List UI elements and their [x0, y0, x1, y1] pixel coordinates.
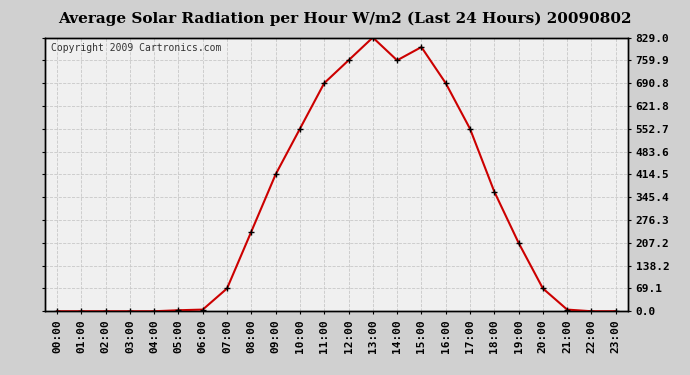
Text: Copyright 2009 Cartronics.com: Copyright 2009 Cartronics.com [50, 43, 221, 53]
Text: Average Solar Radiation per Hour W/m2 (Last 24 Hours) 20090802: Average Solar Radiation per Hour W/m2 (L… [58, 11, 632, 26]
